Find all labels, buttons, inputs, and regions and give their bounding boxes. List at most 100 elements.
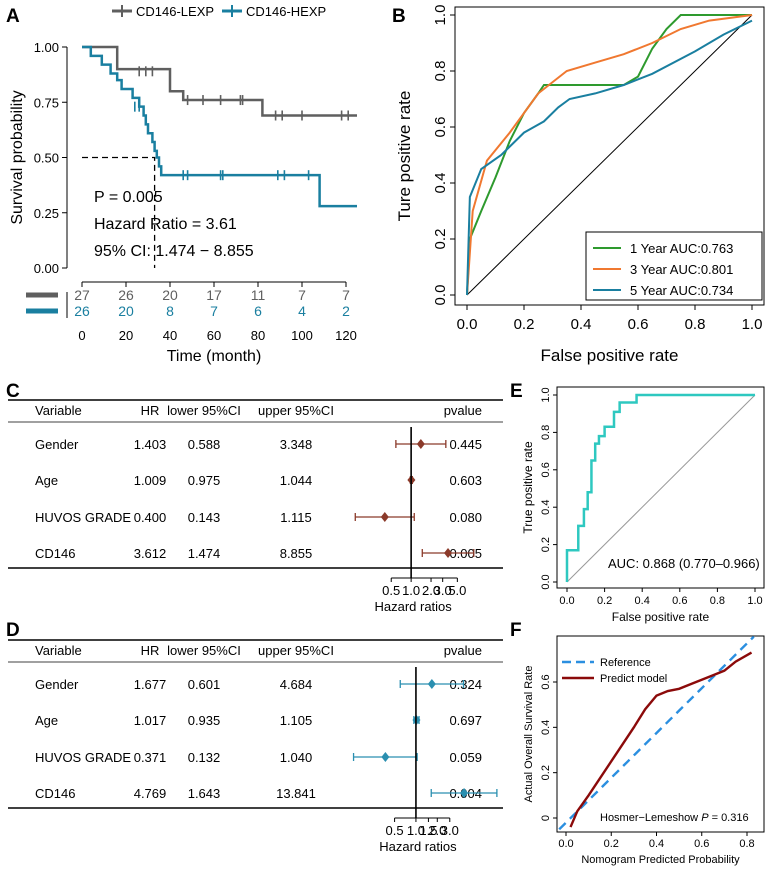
row-pvalue: 0.324 — [449, 677, 482, 692]
row-lower-ci: 0.935 — [188, 713, 221, 728]
y-tick-label: 0.2 — [540, 537, 552, 552]
x-tick-label: 0.8 — [710, 595, 725, 607]
hr-tick-label: 1.0 — [402, 583, 420, 598]
y-tick-label: 1.0 — [540, 387, 552, 402]
risk-count: 26 — [118, 287, 134, 303]
risk-count: 20 — [118, 303, 134, 319]
row-hr: 4.769 — [134, 786, 167, 801]
x-tick-label: 80 — [251, 328, 265, 343]
risk-count: 4 — [298, 303, 306, 319]
y-tick-label: 1.00 — [34, 40, 59, 55]
y-tick-label: 0.8 — [432, 61, 449, 82]
risk-count: 17 — [206, 287, 222, 303]
y-axis-label: Ture positive rate — [395, 91, 414, 222]
hr-tick-label: 2.0 — [428, 823, 446, 838]
x-tick-label: 0.0 — [558, 838, 573, 850]
hr-tick-label: 0.5 — [386, 823, 404, 838]
hr-tick-label: 3.0 — [441, 823, 459, 838]
reference-line — [558, 636, 755, 831]
x-tick-label: 1.0 — [742, 316, 763, 333]
hr-tick-label: 5.0 — [448, 583, 466, 598]
x-tick-label: 100 — [291, 328, 313, 343]
row-upper-ci: 1.044 — [280, 473, 313, 488]
auc-label: AUC: 0.868 (0.770–0.966) — [608, 556, 760, 571]
risk-count: 7 — [342, 287, 350, 303]
hr-axis-label: Hazard ratios — [379, 839, 457, 854]
stat-text: 95% CI: 1.474 − 8.855 — [94, 243, 254, 260]
y-tick-label: 0.6 — [432, 117, 449, 138]
diagonal-reference — [466, 14, 753, 296]
y-tick-label: 0.2 — [432, 229, 449, 250]
row-pvalue: 0.059 — [449, 750, 482, 765]
plot-frame — [556, 635, 765, 833]
row-upper-ci: 1.115 — [280, 510, 312, 525]
hl-p: P — [701, 812, 709, 824]
risk-count: 11 — [251, 287, 266, 303]
risk-count: 26 — [74, 303, 90, 319]
legend-label: 3 Year AUC:0.801 — [630, 262, 733, 277]
panel-letter-d: D — [6, 620, 20, 641]
y-tick-label: 0.2 — [540, 765, 552, 780]
hr-tick-label: 1.5 — [419, 823, 437, 838]
panel-letter-e: E — [510, 381, 523, 402]
x-tick-label: 1.0 — [747, 595, 762, 607]
forest-plot-univariate: Variable HR lower 95%CI upper 95%CI pvalue Ge… — [8, 399, 503, 614]
hr-tick-label: 1.0 — [407, 823, 425, 838]
y-tick-label: 0.75 — [34, 95, 59, 110]
y-axis-label: True positive rate — [521, 441, 535, 534]
row-lower-ci: 0.601 — [188, 677, 221, 692]
row-pvalue: 0.603 — [449, 473, 482, 488]
hosmer-lemeshow-label: Hosmer−Lemeshow P = 0.316 — [600, 812, 749, 824]
y-tick-label: 0.00 — [34, 261, 59, 276]
x-tick-label: 20 — [119, 328, 133, 343]
table-header: Variable — [35, 643, 82, 658]
y-tick-label: 0.0 — [540, 574, 552, 589]
row-variable: CD146 — [35, 786, 75, 801]
y-tick-label: 0.6 — [540, 462, 552, 477]
table-header: pvalue — [444, 643, 482, 658]
risk-count: 20 — [162, 287, 178, 303]
row-lower-ci: 0.132 — [188, 750, 221, 765]
hr-tick-label: 0.5 — [382, 583, 400, 598]
row-variable: Age — [35, 713, 58, 728]
hr-tick-label: 2.0 — [422, 583, 440, 598]
hr-point — [460, 788, 469, 798]
x-tick-label: 120 — [335, 328, 357, 343]
km-curve-lexp — [82, 45, 357, 117]
y-axis-label: Survival probability — [9, 90, 26, 224]
roc-curve-5yr — [466, 19, 753, 296]
risk-count: 2 — [342, 303, 350, 319]
y-tick-label: 1.0 — [432, 5, 449, 26]
legend-label: 1 Year AUC:0.763 — [630, 241, 733, 256]
row-upper-ci: 8.855 — [280, 546, 313, 561]
hr-point — [444, 548, 453, 558]
risk-count: 8 — [166, 303, 174, 319]
legend-label-hexp: CD146-HEXP — [246, 4, 326, 19]
panel-letter-f: F — [510, 620, 522, 641]
row-hr: 1.009 — [134, 473, 167, 488]
row-upper-ci: 13.841 — [276, 786, 316, 801]
row-variable: HUVOS GRADE — [35, 750, 131, 765]
hr-point — [380, 512, 389, 522]
row-hr: 1.677 — [134, 677, 167, 692]
stat-text: Hazard Ratio = 3.61 — [94, 216, 237, 233]
legend-box — [585, 231, 763, 301]
plot-frame — [454, 6, 765, 306]
row-variable: HUVOS GRADE — [35, 510, 131, 525]
roc-curve — [565, 393, 755, 582]
row-upper-ci: 1.105 — [280, 713, 313, 728]
hr-point — [381, 752, 390, 762]
legend-label: Reference — [600, 657, 651, 669]
table-header: HR — [141, 403, 160, 418]
row-hr: 1.403 — [134, 437, 167, 452]
hr-tick-label: 3.0 — [434, 583, 452, 598]
hl-prefix: Hosmer−Lemeshow — [600, 812, 701, 824]
x-tick-label: 40 — [163, 328, 177, 343]
diagonal-reference — [566, 394, 756, 583]
y-tick-label: 0.4 — [540, 500, 552, 515]
hr-point — [416, 439, 425, 449]
row-lower-ci: 1.643 — [188, 786, 221, 801]
x-tick-label: 0.0 — [559, 595, 574, 607]
row-variable: Gender — [35, 437, 79, 452]
